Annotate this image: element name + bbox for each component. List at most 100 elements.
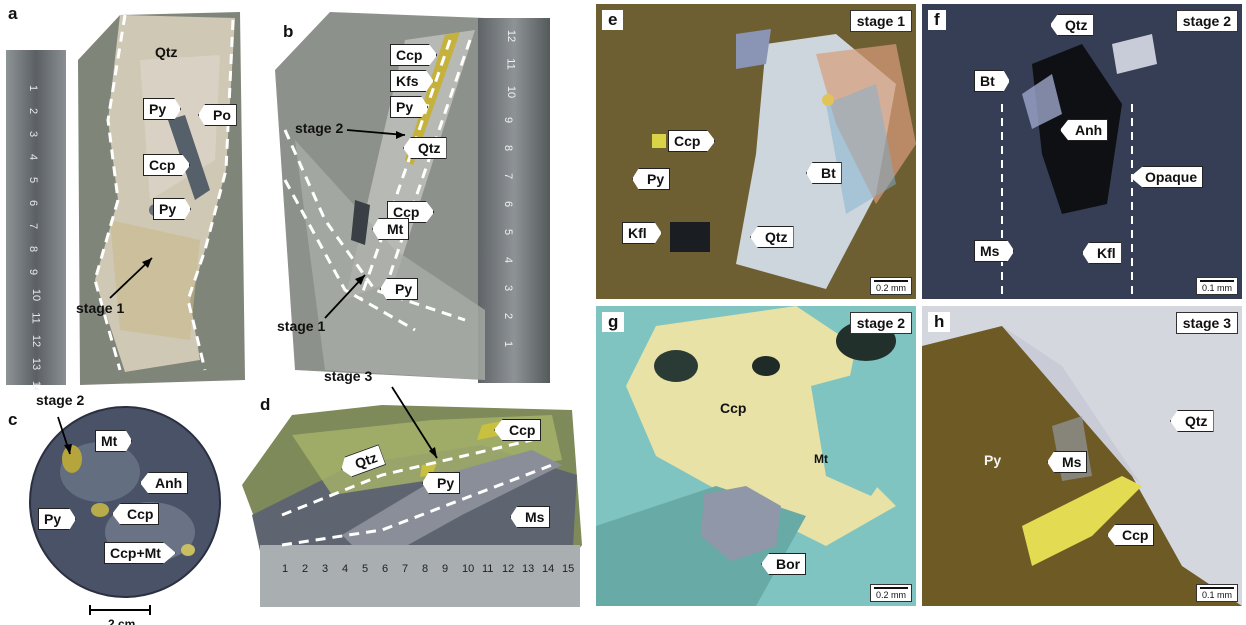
ruler-tick-label: 3: [27, 130, 40, 138]
panel-d-letter: d: [260, 395, 271, 414]
ruler-tick-label: 14: [30, 380, 43, 390]
stage-label-e: stage 1: [849, 10, 912, 32]
ruler-tick-label: 5: [502, 228, 515, 236]
ruler-tick-label: 11: [482, 563, 494, 575]
ruler-tick-label: 13: [30, 357, 43, 371]
ruler-tick-label: 4: [27, 153, 40, 161]
label-anh-f: Anh: [1060, 119, 1109, 141]
panel-c-letter: c: [8, 410, 18, 429]
panel-h-letter: h: [928, 312, 951, 332]
panel-d: d stage 3 Qtz Py Ccp Ms 1 2 3 4 5 6 7 8 9 10 11 12 1…: [232, 365, 590, 625]
label-py-b1: Py: [390, 96, 429, 118]
panel-b-letter: b: [283, 22, 294, 41]
label-qtz-e: Qtz: [750, 226, 794, 248]
ruler-tick-label: 8: [27, 245, 40, 253]
label-po: Po: [198, 104, 237, 126]
label-ccp-h: Ccp: [1107, 524, 1155, 546]
ruler-tick-label: 3: [322, 563, 329, 575]
ruler-tick-label: 11: [504, 58, 517, 70]
panel-b: b Ccp Kfs Py Qtz Ccp Mt Py stage 2 stage…: [265, 0, 565, 390]
label-py-e: Py: [632, 168, 671, 190]
scale-bar-h: 0.1 mm: [1196, 584, 1238, 602]
label-mt-g: Mt: [814, 452, 828, 466]
label-ccp-d: Ccp: [494, 419, 542, 441]
ruler-tick-label: 3: [502, 284, 515, 292]
ruler-tick-label: 5: [362, 563, 369, 575]
ruler-tick-label: 5: [27, 176, 40, 184]
label-ccp-e: Ccp: [668, 130, 716, 152]
ruler-tick-label: 12: [30, 334, 43, 348]
ruler-tick-label: 10: [505, 85, 518, 99]
label-opaque: Opaque: [1130, 166, 1204, 188]
scale-2cm: 2 cm: [108, 617, 136, 625]
label-qtz-h: Qtz: [1170, 410, 1214, 432]
panel-c: c stage 2 Mt Anh Py Ccp Ccp+Mt 2 cm: [0, 392, 240, 625]
label-qtz-f: Qtz: [1050, 14, 1094, 36]
scale-bar-f: 0.1 mm: [1196, 277, 1238, 295]
panel-a-letter: a: [8, 4, 18, 23]
ruler-tick-label: 4: [342, 563, 349, 575]
label-ccp-c: Ccp: [112, 503, 160, 525]
label-py-b2: Py: [380, 278, 419, 300]
label-ccp-b1: Ccp: [390, 44, 438, 66]
ruler-tick-label: 1: [282, 563, 289, 575]
label-ms-h: Ms: [1047, 451, 1088, 473]
panel-g-letter: g: [602, 312, 625, 332]
ruler-tick-label: 9: [502, 116, 515, 124]
ruler-tick-label: 6: [502, 200, 515, 208]
ruler-tick-label: 9: [442, 563, 449, 575]
ruler-tick-label: 7: [402, 563, 409, 575]
label-kfl-e: Kfl: [622, 222, 662, 244]
label-ms: Ms: [510, 506, 551, 528]
ruler-tick-label: 2: [27, 107, 40, 115]
ruler-tick-label: 8: [502, 144, 515, 152]
stage-label-f: stage 2: [1175, 10, 1238, 32]
ruler-tick-label: 2: [502, 312, 515, 320]
ruler-tick-label: 7: [502, 172, 515, 180]
scale-bar-g: 0.2 mm: [870, 584, 912, 602]
stage-1-label-b: stage 1: [277, 318, 326, 334]
stage-2-label-c: stage 2: [36, 392, 85, 408]
panel-g: g stage 2 Ccp Mt Bor 0.2 mm: [596, 306, 916, 606]
stage-2-label-b: stage 2: [295, 120, 344, 136]
ruler-tick-label: 10: [462, 563, 475, 575]
scale-bar-e: 0.2 mm: [870, 277, 912, 295]
label-ccp: Ccp: [143, 154, 191, 176]
label-py-h: Py: [984, 452, 1002, 468]
panel-g-image: [596, 306, 916, 606]
ruler-tick-label: 9: [27, 268, 40, 276]
ruler-tick-label: 2: [302, 563, 309, 575]
ruler-tick-label: 12: [502, 563, 515, 575]
label-kfs: Kfs: [390, 70, 434, 92]
label-ms-f: Ms: [974, 240, 1015, 262]
label-bor: Bor: [761, 553, 807, 575]
ruler-tick-label: 11: [29, 312, 42, 324]
panel-f-letter: f: [928, 10, 946, 30]
label-py-2: Py: [153, 198, 192, 220]
panel-e-image: [596, 4, 916, 299]
label-mt: Mt: [372, 218, 410, 240]
panel-a-image: [6, 12, 245, 385]
ruler-tick-label: 14: [542, 563, 555, 575]
stage-1-label: stage 1: [76, 300, 125, 316]
panel-e: e stage 1 Ccp Py Bt Kfl Qtz 0.2 mm: [596, 4, 916, 299]
label-bt: Bt: [806, 162, 842, 184]
ruler-tick-label: 8: [422, 563, 429, 575]
panel-f-image: [922, 4, 1242, 299]
label-ccp-mt: Ccp+Mt: [104, 542, 176, 564]
label-py-d: Py: [422, 472, 461, 494]
ruler-tick-label: 13: [522, 563, 535, 575]
panel-a: a Qtz Py Po Ccp Py stage 1 1 2 3 4 5 6 7 8 9 10 11…: [0, 0, 250, 390]
ruler-tick-label: 10: [30, 288, 43, 302]
ruler-tick-label: 7: [27, 222, 40, 230]
label-qtz: Qtz: [155, 44, 178, 60]
label-bt-f: Bt: [974, 70, 1010, 92]
ruler-tick-label: 15: [562, 563, 575, 575]
panel-e-letter: e: [602, 10, 624, 30]
label-py-c: Py: [38, 508, 77, 530]
ruler-tick-label: 1: [502, 340, 515, 348]
stage-label-g: stage 2: [849, 312, 912, 334]
ruler-tick-label: 6: [382, 563, 389, 575]
panel-d-image: [242, 386, 582, 607]
label-ccp-g: Ccp: [720, 400, 747, 416]
